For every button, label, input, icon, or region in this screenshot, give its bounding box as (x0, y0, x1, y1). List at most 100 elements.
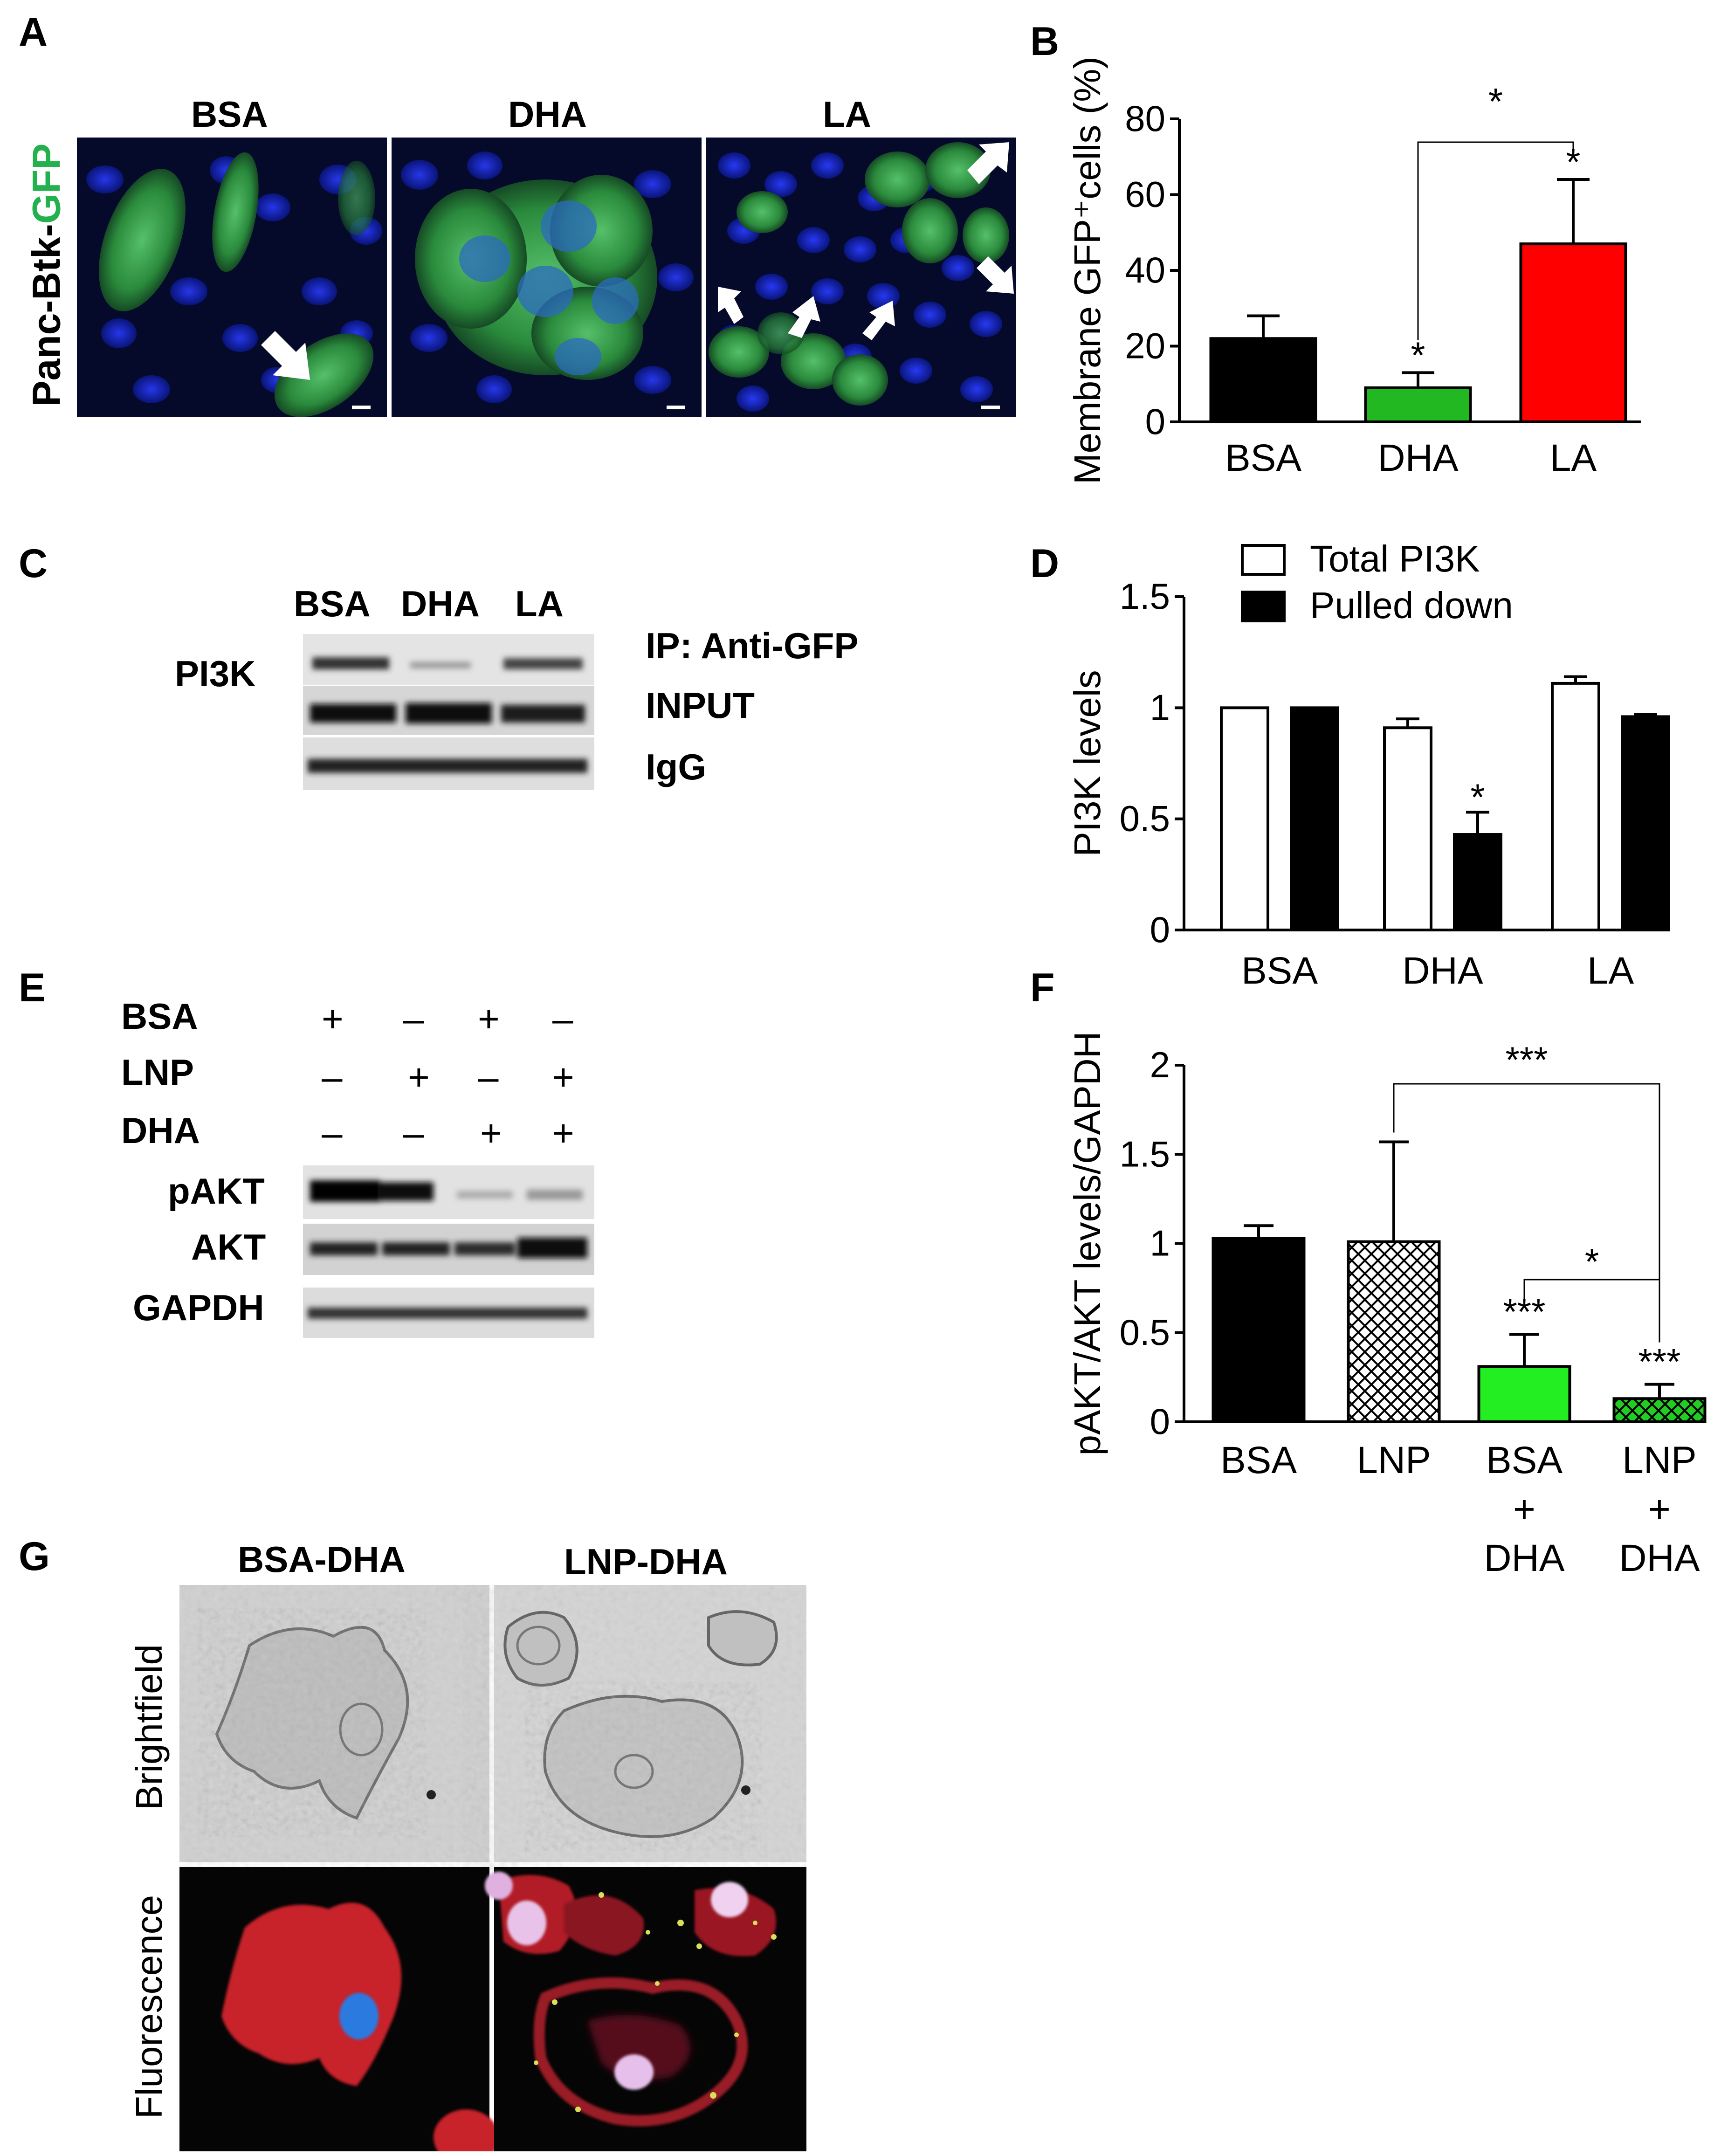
panel-letter-f: F (1030, 965, 1055, 1010)
chart-d-legend-label: Total PI3K (1310, 538, 1480, 579)
chart-f-x-tick-label: DHA (1619, 1537, 1700, 1579)
panel-letter-e: E (19, 965, 46, 1010)
chart-f-bracket-mid-label: * (1585, 1241, 1599, 1282)
brightfield-lnp-dha (494, 1585, 806, 1862)
blot-label-pakt: pAKT (168, 1171, 265, 1212)
chart-f-x-tick-label: BSA (1486, 1439, 1563, 1481)
chart-b-bar-dha (1364, 386, 1472, 423)
chart-d-y-tick-label: 0 (1150, 909, 1170, 950)
chart-d-bar-la-total (1551, 682, 1600, 931)
row-label-brightfield-wrap: Brightfield (117, 1590, 182, 1865)
chart-b-bracket-star: * (1488, 81, 1503, 122)
fluorescence-lnp-dha (485, 1867, 806, 2151)
chart-b-x-tick-label: BSA (1225, 437, 1301, 479)
chart-f-x-tick-label: LNP (1622, 1439, 1697, 1481)
chart-f-x-tick-label: LNP (1356, 1439, 1431, 1481)
chart-f-bar-3 (1477, 1365, 1571, 1423)
chart-f-significance-stars: *** (1638, 1341, 1680, 1382)
chart-d-bar-bsa-pulled (1290, 706, 1339, 931)
condition-label-bsa: BSA (121, 996, 198, 1037)
chart-f-x-tick-label: + (1513, 1488, 1535, 1530)
chart-d-legend-swatch (1241, 591, 1286, 622)
chart-d-x-tick-label: BSA (1241, 950, 1318, 992)
sign-bsa-4: – (552, 998, 573, 1040)
row-label-fluorescence: Fluorescence (128, 1894, 170, 2119)
fluorescence-bsa-dha (179, 1867, 499, 2151)
brightfield-bsa-dha (179, 1585, 489, 1862)
chart-f-x-tick-label: BSA (1220, 1439, 1297, 1481)
panel-letter-c: C (19, 541, 48, 586)
row-label-ip: IP: Anti-GFP (646, 625, 859, 666)
sign-dha-2: – (403, 1112, 424, 1154)
row-label-fluorescence-wrap: Fluorescence (117, 1869, 182, 2144)
chart-b-bar-bsa (1209, 337, 1317, 423)
panel-a-side-label: Panc-Btk-GFP (23, 121, 70, 429)
chart-d-bar-dha-pulled (1453, 833, 1502, 931)
micrograph-bsa (77, 138, 387, 417)
chart-f-y-tick-label: 0 (1150, 1401, 1170, 1442)
condition-label-dha: DHA (121, 1110, 200, 1151)
panel-a-label-la: LA (823, 94, 871, 135)
micrograph-la (706, 138, 1016, 417)
panel-a-micrographs (77, 138, 1016, 417)
row-label-brightfield: Brightfield (128, 1644, 170, 1810)
sign-bsa-2: – (403, 998, 424, 1040)
chart-f-y-tick-label: 2 (1150, 1044, 1170, 1085)
chart-b-y-tick-label: 0 (1145, 401, 1165, 442)
chart-b-x-tick-label: LA (1550, 437, 1597, 479)
panel-a-label-dha: DHA (508, 94, 587, 135)
chart-f-y-tick-label: 0.5 (1120, 1312, 1170, 1353)
chart-d-legend-swatch (1241, 544, 1286, 576)
chart-b: 0 20 40 60 80 Membrane GFP⁺cells (%) BSA DHA * LA… (1067, 56, 1641, 484)
sign-lnp-4: + (552, 1056, 574, 1098)
chart-f-bracket-top (1393, 1083, 1660, 1343)
panel-a-label-bsa: BSA (191, 94, 268, 135)
chart-d-y-tick-label: 1 (1150, 687, 1170, 728)
blot-label-akt: AKT (191, 1226, 266, 1267)
chart-d-bar-bsa-total (1220, 706, 1269, 931)
sign-dha-1: – (322, 1112, 343, 1154)
chart-b-y-axis-title: Membrane GFP⁺cells (%) (1067, 56, 1108, 484)
side-label-prefix: Panc-Btk- (24, 224, 69, 407)
sign-lnp-1: – (322, 1056, 343, 1098)
chart-f-y-tick-label: 1 (1150, 1223, 1170, 1264)
lane-label-la: LA (515, 583, 564, 624)
chart-d-y-axis-title: PI3K levels (1067, 670, 1108, 856)
western-blot-e (303, 1165, 594, 1338)
chart-b-y-tick-label: 40 (1125, 249, 1165, 290)
chart-d-x-tick-label: DHA (1402, 950, 1483, 992)
condition-label-lnp: LNP (121, 1052, 194, 1093)
chart-f-bracket-mid (1523, 1279, 1659, 1308)
chart-f-x-tick-label: + (1648, 1488, 1671, 1530)
row-label-input: INPUT (646, 685, 755, 726)
chart-f-bracket-top-label: *** (1505, 1039, 1548, 1080)
panel-g-micrographs (179, 1585, 806, 2151)
side-label-gfp: GFP (24, 143, 69, 224)
protein-label-pi3k: PI3K (175, 653, 256, 694)
lane-label-bsa: BSA (294, 583, 371, 624)
chart-d-legend-label: Pulled down (1310, 585, 1513, 626)
chart-d-x-tick-label: LA (1587, 950, 1634, 992)
chart-f: 0 0.5 1 1.5 2 pAKT/AKT levels/GAPDH BSA LNP BSA +… (1067, 1032, 1707, 1579)
chart-f-x-tick-label: DHA (1484, 1537, 1564, 1579)
sign-bsa-3: + (478, 998, 500, 1040)
chart-b-bar-la (1519, 242, 1627, 423)
sign-dha-4: + (552, 1112, 574, 1154)
blot-label-gapdh: GAPDH (133, 1287, 264, 1328)
column-label-lnp-dha: LNP-DHA (564, 1541, 728, 1582)
sign-bsa-1: + (322, 998, 344, 1040)
chart-f-y-axis-title: pAKT/AKT levels/GAPDH (1067, 1032, 1108, 1456)
western-blot-c (303, 634, 594, 790)
chart-b-y-tick-label: 80 (1125, 98, 1165, 139)
chart-f-y-tick-label: 1.5 (1120, 1133, 1170, 1174)
chart-f-bar-1 (1212, 1237, 1306, 1424)
sign-dha-3: + (480, 1112, 502, 1154)
panel-letter-d: D (1030, 541, 1060, 586)
panel-letter-b: B (1030, 19, 1060, 64)
chart-b-x-tick-label: DHA (1377, 437, 1458, 479)
chart-b-comparison-bracket (1417, 141, 1574, 340)
chart-b-y-tick-label: 20 (1125, 325, 1165, 366)
chart-f-bar-4 (1612, 1397, 1707, 1424)
sign-lnp-3: – (478, 1056, 499, 1098)
chart-b-significance-star: * (1411, 334, 1425, 376)
